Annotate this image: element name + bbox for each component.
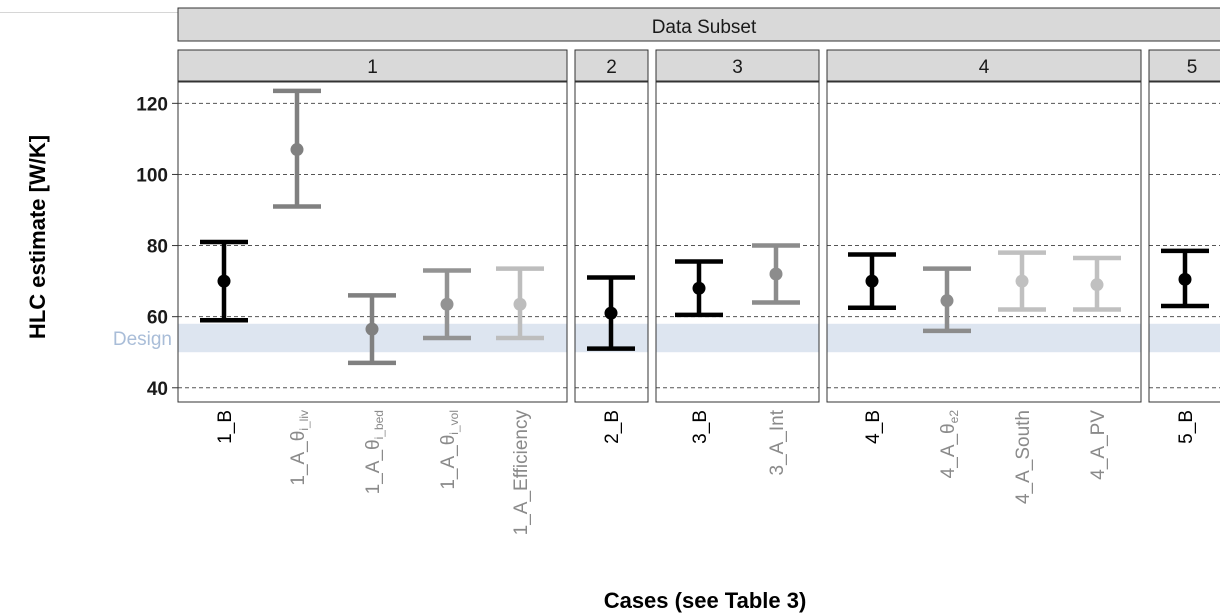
facet-label: 5 <box>1187 57 1198 78</box>
top-rule <box>0 12 178 13</box>
facet-panel <box>656 82 819 402</box>
data-subset-title: Data Subset <box>652 17 757 38</box>
estimate-point <box>1178 272 1192 286</box>
case-label: 4_B <box>863 410 884 444</box>
estimate-point <box>769 267 783 281</box>
case-label: 4_A_PV <box>1088 410 1109 480</box>
estimate-point <box>1090 278 1104 292</box>
facet-strip <box>177 49 568 82</box>
y-tick-label: 60 <box>147 308 168 329</box>
facet-strip <box>655 49 820 82</box>
facet-panel-border <box>1148 81 1220 403</box>
facet-strip <box>1148 49 1220 82</box>
case-label: 1_A_θi_liv <box>288 410 311 486</box>
y-axis-label: HLC estimate [W/K] <box>25 135 50 339</box>
y-tick-label: 80 <box>147 237 168 258</box>
estimate-point <box>1015 274 1029 288</box>
facet-panel <box>575 82 648 402</box>
design-band <box>656 323 819 353</box>
facet-label: 4 <box>979 57 990 78</box>
estimate-point <box>940 294 954 308</box>
facet-panel-border <box>574 81 649 403</box>
estimate-point <box>290 143 304 157</box>
estimate-point <box>440 297 454 311</box>
facet-panel <box>1149 82 1220 402</box>
y-tick-label: 100 <box>136 165 168 186</box>
case-label: 1_A_Efficiency <box>511 410 532 536</box>
case-label: 4_A_South <box>1013 410 1034 504</box>
facet-panel-border <box>655 81 820 403</box>
data-subset-strip <box>177 7 1220 42</box>
x-axis-label: Cases (see Table 3) <box>604 588 807 613</box>
case-label: 1_A_θi_vol <box>438 410 461 490</box>
case-label: 4_A_θe2 <box>938 410 961 479</box>
case-label: 3_A_Int <box>767 409 788 475</box>
design-band-label: Design <box>113 329 172 350</box>
case-label: 5_B <box>1176 410 1197 444</box>
facet-label: 3 <box>732 57 743 78</box>
case-label: 1_B <box>215 410 236 444</box>
facet-panel-border <box>177 81 568 403</box>
facet-strip <box>826 49 1142 82</box>
y-tick-label: 40 <box>147 379 168 400</box>
facet-label: 1 <box>367 57 378 78</box>
case-label: 3_B <box>690 410 711 444</box>
facet-panel-border <box>826 81 1142 403</box>
estimate-point <box>604 306 618 320</box>
estimate-point <box>513 297 527 311</box>
case-label: 1_A_θi_bed <box>363 410 386 494</box>
design-band <box>827 323 1141 353</box>
y-tick-label: 120 <box>136 94 168 115</box>
facet-label: 2 <box>606 57 617 78</box>
design-band <box>1149 323 1220 353</box>
facet-strip <box>574 49 649 82</box>
estimate-point <box>865 274 879 288</box>
estimate-point <box>692 281 706 295</box>
estimate-point <box>365 322 379 336</box>
estimate-point <box>217 274 231 288</box>
case-label: 2_B <box>602 410 623 444</box>
facet-panel <box>827 82 1141 402</box>
